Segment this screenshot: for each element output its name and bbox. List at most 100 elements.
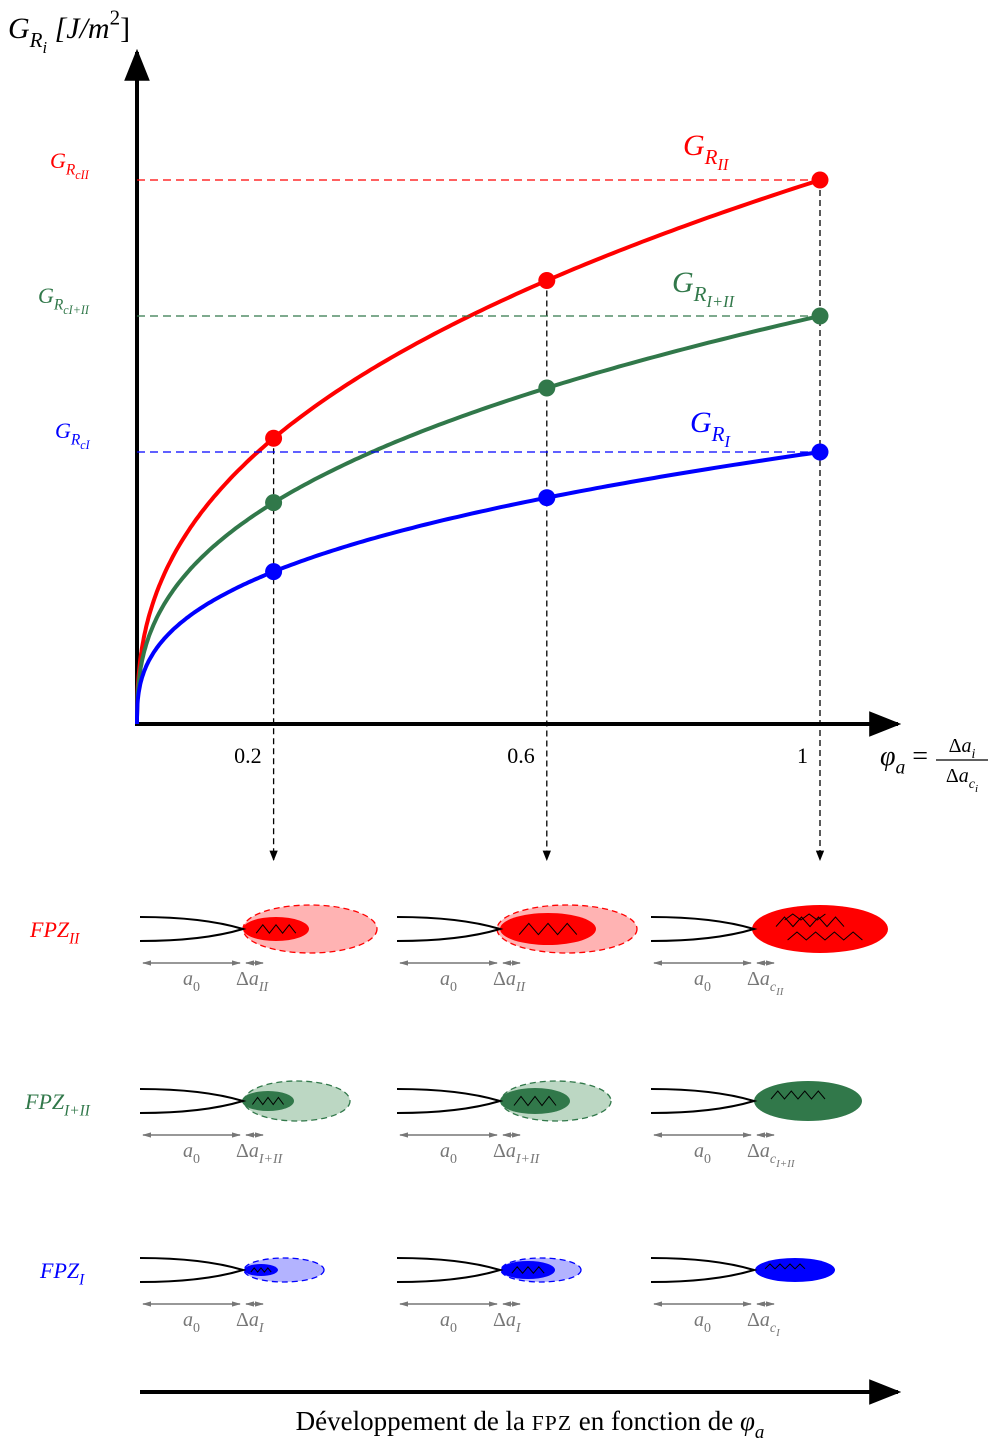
dimension-label: ΔaI [493,1309,522,1336]
dimension-label: a0 [694,968,711,995]
dimension-label: ΔaI [236,1309,265,1336]
label-part: R [711,422,725,446]
process-zone-inner [500,1088,570,1114]
label-part: Δ [949,735,962,757]
curve-point [811,443,829,461]
microcrack [250,1267,272,1273]
x-tick-label: 0.6 [507,743,535,768]
curve-point [265,429,283,447]
curve-point [265,494,283,512]
label-part: a [440,1140,450,1162]
microcrack [518,922,578,936]
crack [650,1257,758,1283]
label-part: a [694,1309,704,1331]
dimension-label: a0 [694,1140,711,1167]
label-part: a [249,968,259,990]
label-part: I [515,1321,522,1336]
label-part: R [29,28,43,52]
x-tick-label: 1 [797,743,808,768]
x-axis-label: φa = [880,741,928,778]
curve-point [811,171,829,189]
microcrack [251,1096,285,1106]
dimension-label: a0 [183,968,200,995]
dimension-label: a0 [694,1309,711,1336]
label-part: en fonction de [572,1406,740,1436]
label-part: c [63,303,69,317]
x-tick-label: 0.2 [234,743,262,768]
label-part: G [683,129,705,162]
label-part: FPZ [532,1411,572,1435]
label-part: a [961,735,971,757]
label-part: FPZ [39,1258,80,1283]
label-part: FPZ [29,917,70,942]
label-part: I [78,1272,85,1289]
label-part: II [80,168,90,182]
label-part: II [515,980,527,995]
label-part: Δ [493,1140,506,1162]
process-zone-inner [244,1264,278,1276]
label-part: a [506,968,516,990]
microcrack [255,923,297,935]
crack [396,916,504,942]
label-part: R [704,145,718,169]
dimension-label: ΔaII [493,968,527,995]
label-part: a [694,968,704,990]
curve-point [265,563,283,581]
label-part: G [8,12,30,45]
crack [650,1088,758,1114]
label-part: a [183,968,193,990]
dimension-label: ΔaI+II [236,1140,284,1167]
label-part: 0 [704,980,711,995]
label-part: Δ [236,1140,249,1162]
process-zone-inner [500,913,596,945]
critical-label: GRcII [50,148,90,182]
label-part: I+II [63,1103,91,1120]
label-part: 0 [450,1321,457,1336]
crack [396,1088,504,1114]
label-part: φ [740,1406,755,1436]
label-part: G [50,148,66,173]
label-part: 0 [193,1321,200,1336]
label-part: c [770,1152,777,1167]
dimension-label: a0 [183,1309,200,1336]
resistance-curve [135,450,821,724]
label-part: Δ [747,968,760,990]
label-part: a [183,1140,193,1162]
label-part: c [770,980,777,995]
crack [650,916,758,942]
microcrack [511,1266,545,1274]
label-part: i [971,747,975,762]
microcrack [764,1263,806,1270]
label-part: I+II [68,303,90,317]
label-part: i [43,38,48,57]
label-part: a [896,757,906,778]
x-axis-denominator: Δaci [946,765,978,795]
label-part: G [38,283,54,308]
label-part: I+II [706,292,736,311]
label-part: FPZ [24,1089,65,1114]
label-part: a [760,1140,770,1162]
label-part: G [690,406,712,439]
label-part: II [717,155,730,174]
resistance-curve [135,178,821,724]
fpz-label: FPZI [39,1258,85,1289]
crack [139,1257,247,1283]
curve-point [811,307,829,325]
label-part: R [53,297,64,314]
dimension-label: a0 [440,1140,457,1167]
label-part: Δ [493,1309,506,1331]
label-part: φ [880,741,896,772]
label-part: Δ [236,968,249,990]
label-part: i [975,783,978,795]
process-zone-outer [243,1257,325,1283]
y-axis-label: GRi [J/m2] [8,6,130,58]
label-part: a [760,1309,770,1331]
label-part: [J/m [47,12,110,45]
label-part: a [694,1140,704,1162]
dimension-label: ΔaI+II [493,1140,541,1167]
label-part: I+II [775,1158,796,1170]
label-part: a [959,765,969,787]
label-part: a [249,1140,259,1162]
microcrack [770,1090,826,1100]
